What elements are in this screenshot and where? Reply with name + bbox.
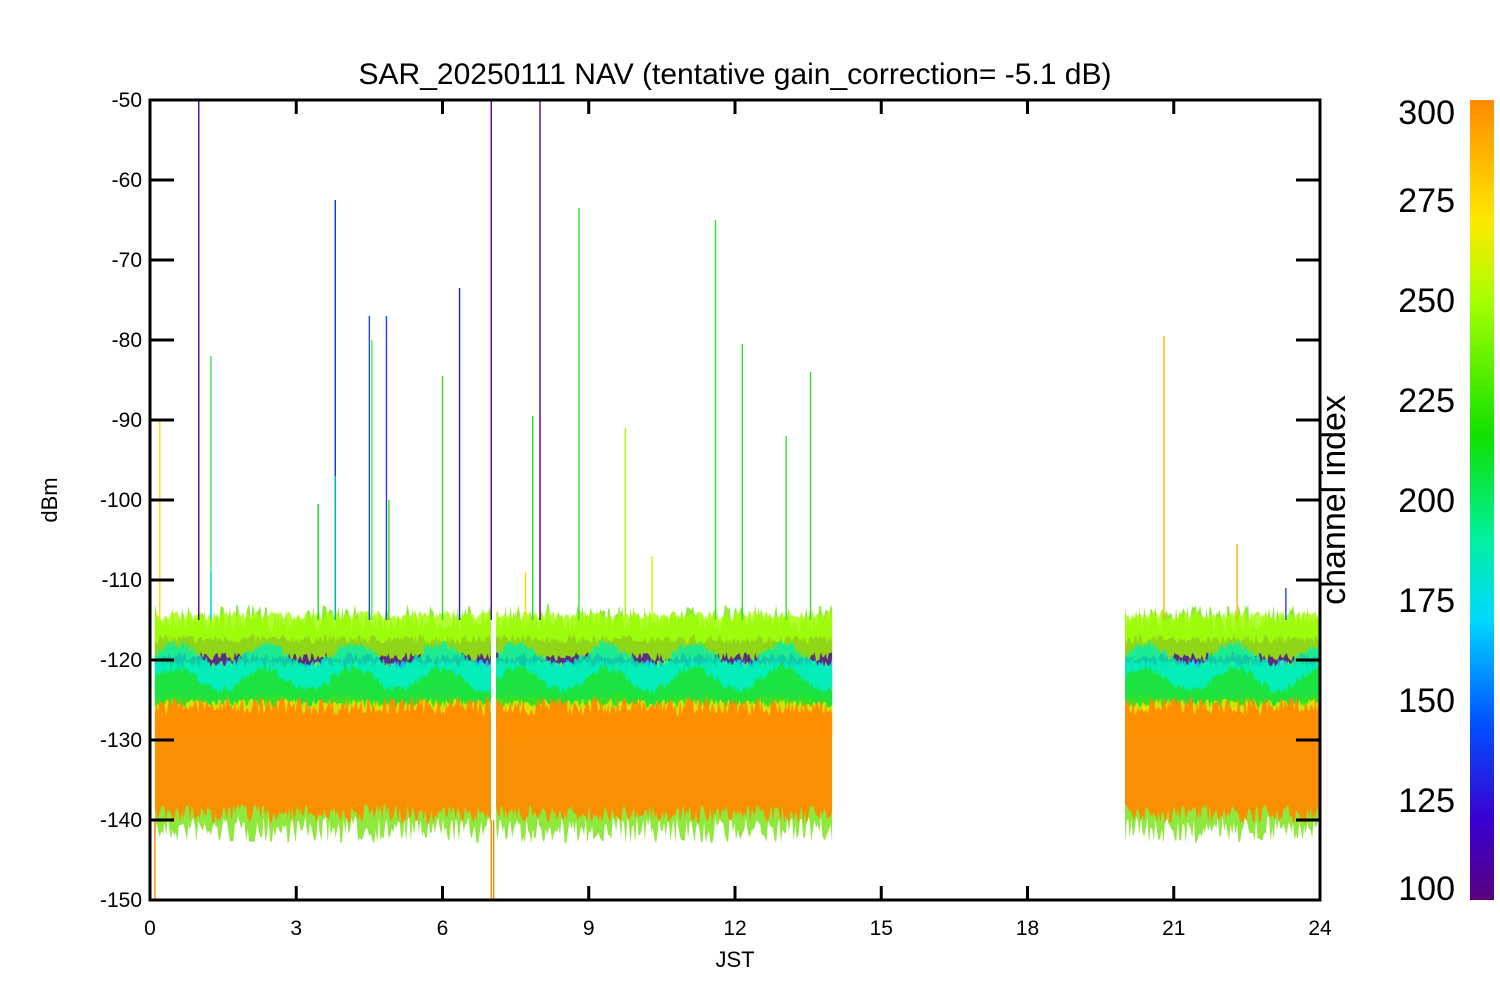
y-tick-label: -80 (112, 329, 142, 352)
x-tick-label: 3 (290, 917, 302, 940)
band-ch~300 (496, 696, 833, 824)
data-layer (154, 100, 1319, 900)
y-tick-label: -90 (112, 409, 142, 432)
colorbar-tick-label: 250 (1398, 282, 1455, 320)
data-segment (496, 604, 833, 844)
band-ch~255 (496, 610, 833, 662)
x-tick-label: 21 (1162, 917, 1185, 940)
y-tick-label: -60 (112, 169, 142, 192)
x-tick-label: 24 (1308, 917, 1332, 940)
colorbar-tick-label: 200 (1398, 482, 1455, 520)
y-tick-label: -120 (100, 649, 142, 672)
x-tick-label: 9 (583, 917, 595, 940)
x-tick-label: 18 (1016, 917, 1039, 940)
axis-ticks: 0 3 6 9 12 15 18 21 24 -50 -60 -70 -80 -90 -100 -110 -12… (100, 89, 1332, 940)
band-ch~255 (154, 610, 491, 662)
y-tick-label: -140 (100, 809, 142, 832)
band-ch~300 (1125, 696, 1319, 824)
colorbar-tick-label: 225 (1398, 382, 1455, 420)
x-tick-label: 12 (723, 917, 746, 940)
colorbar-tick-label: 175 (1398, 582, 1455, 620)
colorbar-tick-label: 150 (1398, 682, 1455, 720)
x-tick-label: 6 (437, 917, 449, 940)
y-tick-label: -110 (102, 569, 142, 592)
colorbar-tick-label: 125 (1398, 782, 1455, 820)
colorbar-tick-label: 100 (1398, 870, 1455, 908)
band-ch~255 (1125, 610, 1319, 662)
colorbar-ticks: 300 275 250 225 200 175 150 125 100 (1398, 94, 1455, 908)
colorbar-tick-label: 300 (1398, 94, 1455, 132)
colorbar (1470, 100, 1494, 900)
x-tick-label: 15 (870, 917, 893, 940)
y-tick-label: -70 (112, 249, 142, 272)
data-segment (1125, 604, 1319, 844)
y-tick-label: -150 (100, 889, 142, 912)
y-tick-label: -130 (100, 729, 142, 752)
y-tick-label: -100 (100, 489, 142, 512)
x-axis-label: JST (715, 947, 754, 972)
data-segment (154, 604, 491, 844)
chart-title: SAR_20250111 NAV (tentative gain_correct… (359, 58, 1112, 91)
colorbar-tick-label: 275 (1398, 182, 1455, 220)
y-axis-label: dBm (37, 477, 62, 522)
colorbar-label: channel index (1315, 395, 1353, 605)
band-ch~300 (154, 696, 491, 824)
x-tick-label: 0 (144, 917, 156, 940)
y-tick-label: -50 (112, 89, 142, 112)
